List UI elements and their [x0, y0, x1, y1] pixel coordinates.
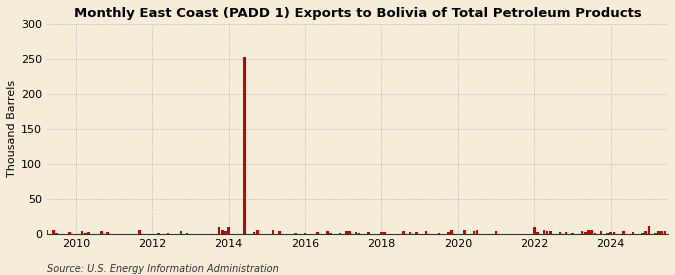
Bar: [584, 232, 587, 234]
Bar: [533, 227, 535, 234]
Bar: [402, 231, 405, 234]
Bar: [186, 233, 188, 234]
Bar: [600, 231, 603, 234]
Y-axis label: Thousand Barrels: Thousand Barrels: [7, 80, 17, 177]
Bar: [329, 233, 332, 234]
Bar: [571, 233, 574, 234]
Bar: [409, 232, 411, 234]
Bar: [367, 232, 370, 234]
Bar: [304, 233, 306, 234]
Bar: [84, 233, 86, 234]
Bar: [472, 231, 475, 234]
Bar: [383, 232, 386, 234]
Bar: [546, 231, 548, 234]
Bar: [107, 232, 109, 234]
Bar: [648, 226, 650, 234]
Bar: [243, 57, 246, 234]
Bar: [558, 232, 561, 234]
Bar: [278, 231, 281, 234]
Bar: [180, 232, 182, 234]
Bar: [326, 231, 329, 234]
Bar: [52, 230, 55, 234]
Bar: [437, 233, 440, 234]
Bar: [632, 232, 634, 234]
Bar: [610, 232, 612, 234]
Bar: [587, 230, 590, 234]
Bar: [354, 232, 357, 234]
Bar: [256, 230, 259, 234]
Bar: [425, 232, 427, 234]
Bar: [447, 232, 450, 234]
Bar: [660, 231, 663, 234]
Bar: [345, 231, 348, 234]
Bar: [81, 231, 84, 234]
Bar: [224, 231, 227, 234]
Bar: [654, 233, 657, 234]
Bar: [55, 233, 58, 234]
Bar: [543, 230, 545, 234]
Bar: [622, 230, 625, 234]
Bar: [68, 232, 71, 234]
Bar: [593, 233, 596, 234]
Bar: [221, 230, 223, 234]
Bar: [580, 231, 583, 234]
Bar: [87, 232, 90, 234]
Bar: [358, 233, 360, 234]
Bar: [415, 232, 418, 234]
Bar: [565, 232, 568, 234]
Bar: [645, 231, 647, 234]
Bar: [549, 231, 551, 234]
Text: Source: U.S. Energy Information Administration: Source: U.S. Energy Information Administ…: [47, 264, 279, 274]
Bar: [348, 231, 351, 234]
Bar: [339, 233, 342, 234]
Bar: [613, 232, 615, 234]
Bar: [450, 230, 453, 234]
Title: Monthly East Coast (PADD 1) Exports to Bolivia of Total Petroleum Products: Monthly East Coast (PADD 1) Exports to B…: [74, 7, 641, 20]
Bar: [495, 231, 497, 234]
Bar: [253, 232, 255, 234]
Bar: [476, 230, 479, 234]
Bar: [591, 230, 593, 234]
Bar: [670, 232, 672, 234]
Bar: [43, 232, 45, 234]
Bar: [317, 232, 319, 234]
Bar: [657, 231, 659, 234]
Bar: [272, 230, 275, 234]
Bar: [167, 233, 169, 234]
Bar: [294, 233, 297, 234]
Bar: [463, 230, 466, 234]
Bar: [39, 231, 42, 234]
Bar: [536, 232, 539, 234]
Bar: [606, 233, 609, 234]
Bar: [46, 230, 49, 234]
Bar: [100, 231, 103, 234]
Bar: [138, 230, 140, 234]
Bar: [380, 232, 383, 234]
Bar: [641, 233, 644, 234]
Bar: [664, 231, 666, 234]
Bar: [157, 233, 160, 234]
Bar: [170, 233, 173, 234]
Bar: [227, 227, 230, 234]
Bar: [218, 227, 220, 234]
